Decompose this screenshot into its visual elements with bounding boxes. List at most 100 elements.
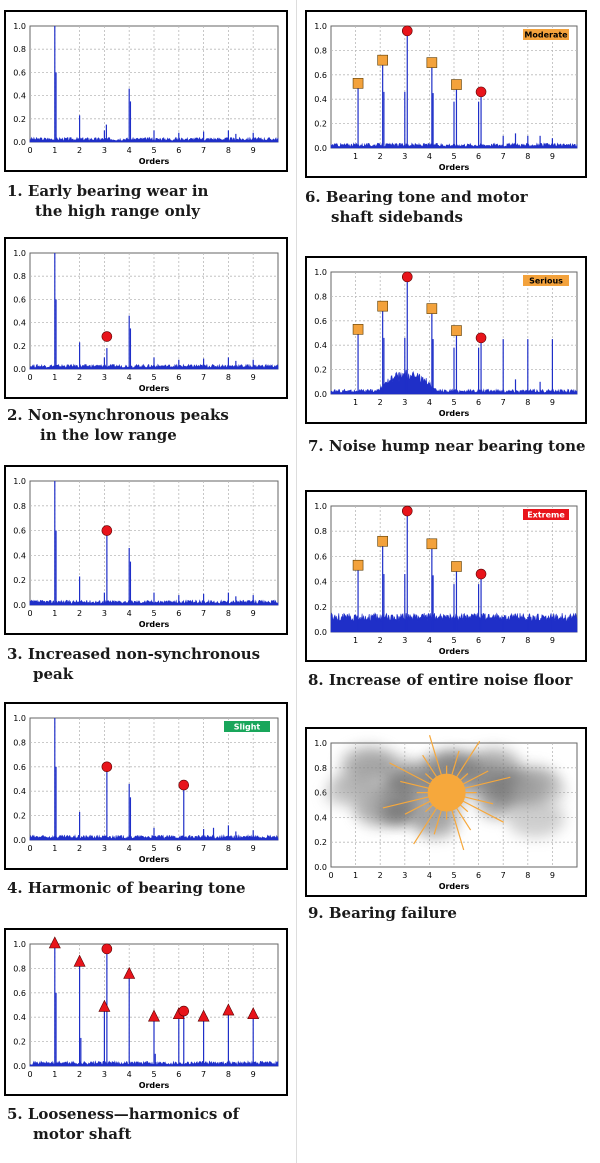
x-axis-title: Orders <box>439 882 470 891</box>
sideband-marker <box>451 561 462 572</box>
panel-9: 0.0 0.2 0.4 0.6 0.8 1.0 0 1 2 3 4 5 6 7 8 9 Orders <box>305 727 587 897</box>
bearing-tone-marker <box>401 271 413 283</box>
sideband-marker <box>426 538 438 550</box>
severity-label: Serious <box>529 277 563 286</box>
chart-p2: 0.0 0.2 0.4 0.6 0.8 1.0 0 1 2 3 4 5 6 7 8 9 Orders <box>4 237 288 399</box>
x-tick-label: 6 <box>176 1070 181 1079</box>
x-tick-label: 4 <box>127 844 132 853</box>
series-group <box>330 271 578 395</box>
caption-5-line-2: motor shaft <box>33 1125 132 1143</box>
x-tick-label: 4 <box>427 152 432 161</box>
x-tick-label: 5 <box>451 636 456 645</box>
x-tick-label: 2 <box>77 373 82 382</box>
x-axis-title: Orders <box>139 855 170 864</box>
bearing-tone-marker <box>475 86 487 98</box>
panel-4: 0.0 0.2 0.4 0.6 0.8 1.0 0 1 2 3 4 5 6 7 8 9 Orders Slight <box>4 702 288 870</box>
x-tick-label: 5 <box>151 1070 156 1079</box>
y-tick-label: 0.2 <box>13 576 26 585</box>
y-tick-label: 0.2 <box>13 342 26 351</box>
bearing-tone-marker <box>101 331 113 342</box>
x-tick-label: 6 <box>176 146 181 155</box>
sideband-marker <box>451 325 462 336</box>
severity-label: Slight <box>234 723 261 732</box>
x-tick-label: 4 <box>427 398 432 407</box>
x-tick-label: 4 <box>127 609 132 618</box>
chart-p6: 0.0 0.2 0.4 0.6 0.8 1.0 1 2 3 4 5 6 7 8 9 Orders Moderat… <box>305 10 587 178</box>
x-tick-label: 2 <box>77 844 82 853</box>
x-tick-label: 1 <box>52 146 57 155</box>
caption-6-line-2: shaft sidebands <box>331 208 463 226</box>
y-tick-label: 0.4 <box>314 95 327 104</box>
y-tick-label: 0.4 <box>314 341 327 350</box>
x-tick-label: 3 <box>402 636 407 645</box>
x-tick-label: 1 <box>353 636 358 645</box>
y-tick-label: 0.2 <box>314 366 327 375</box>
sideband-marker <box>426 57 438 68</box>
y-tick-label: 0.4 <box>13 319 26 328</box>
y-tick-label: 0.0 <box>13 836 26 845</box>
x-tick-label: 4 <box>127 1070 132 1079</box>
sideband-marker <box>352 78 364 89</box>
series-group <box>29 718 279 841</box>
y-tick-label: 0.6 <box>314 71 327 80</box>
y-tick-label: 0.8 <box>13 964 26 973</box>
caption-2-line-2: in the low range <box>40 426 177 444</box>
y-tick-label: 0.8 <box>314 527 327 536</box>
caption-2: 2. Non-synchronous peaks in the low rang… <box>7 405 229 445</box>
y-tick-label: 0.2 <box>314 120 327 129</box>
caption-4: 4. Harmonic of bearing tone <box>7 878 246 898</box>
x-tick-label: 8 <box>525 398 530 407</box>
caption-5-line-1: 5. Looseness—harmonics of <box>7 1105 240 1123</box>
bearing-tone-marker <box>475 332 487 344</box>
x-tick-label: 6 <box>476 152 481 161</box>
x-tick-label: 8 <box>525 871 530 880</box>
x-tick-label: 7 <box>501 871 506 880</box>
harmonic-marker <box>222 1003 235 1016</box>
smoke-cloud <box>514 773 566 807</box>
x-tick-label: 5 <box>151 609 156 618</box>
harmonic-marker <box>247 1007 260 1020</box>
bearing-tone-marker <box>101 761 113 773</box>
y-tick-label: 0.0 <box>314 628 327 637</box>
x-tick-label: 8 <box>226 609 231 618</box>
x-tick-label: 3 <box>402 152 407 161</box>
x-tick-label: 6 <box>176 373 181 382</box>
y-tick-label: 0.8 <box>13 272 26 281</box>
x-tick-label: 8 <box>226 1070 231 1079</box>
bearing-tone-marker <box>178 779 190 791</box>
smoke-cloud <box>324 782 387 807</box>
harmonic-marker <box>48 936 61 949</box>
caption-1-line-2: the high range only <box>35 202 200 220</box>
y-tick-label: 0.0 <box>13 1062 26 1071</box>
x-tick-label: 1 <box>52 373 57 382</box>
caption-1-line-1: 1. Early bearing wear in <box>7 182 209 200</box>
bearing-tone-marker <box>101 943 113 955</box>
x-axis-title: Orders <box>439 163 470 172</box>
y-tick-label: 1.0 <box>314 739 327 748</box>
y-tick-label: 0.6 <box>314 789 327 798</box>
y-tick-label: 0.6 <box>13 295 26 304</box>
x-tick-label: 8 <box>226 373 231 382</box>
x-tick-label: 0 <box>27 373 32 382</box>
y-tick-label: 1.0 <box>13 22 26 31</box>
x-tick-label: 9 <box>251 1070 256 1079</box>
x-tick-label: 6 <box>176 844 181 853</box>
y-tick-label: 0.0 <box>314 390 327 399</box>
x-axis-title: Orders <box>439 409 470 418</box>
x-tick-label: 4 <box>427 871 432 880</box>
severity-badge <box>523 29 569 40</box>
y-tick-label: 0.4 <box>13 787 26 796</box>
y-tick-label: 0.2 <box>314 838 327 847</box>
caption-6: 6. Bearing tone and motor shaft sideband… <box>305 187 528 227</box>
x-tick-label: 5 <box>451 871 456 880</box>
x-tick-label: 3 <box>102 1070 107 1079</box>
sideband-marker <box>377 54 388 66</box>
harmonic-marker <box>197 1009 210 1022</box>
caption-9-line-1: 9. Bearing failure <box>308 904 457 922</box>
x-tick-label: 9 <box>550 636 555 645</box>
harmonic-marker <box>98 999 111 1012</box>
x-tick-label: 3 <box>102 844 107 853</box>
series-group <box>330 505 578 633</box>
caption-1: 1. Early bearing wear in the high range … <box>7 181 208 221</box>
y-tick-label: 0.6 <box>314 552 327 561</box>
